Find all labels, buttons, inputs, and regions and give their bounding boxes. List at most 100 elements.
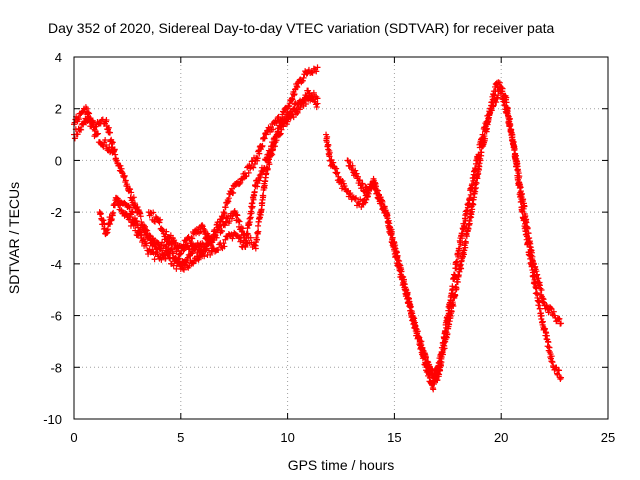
trace-marker [446, 318, 453, 325]
y-tick-label: 0 [55, 153, 62, 168]
trace-marker [373, 189, 380, 196]
trace-marker [247, 214, 254, 221]
x-tick-label: 10 [280, 430, 294, 445]
trace-marker [261, 165, 268, 172]
data-point [167, 240, 174, 247]
trace-marker [187, 240, 194, 247]
trace-marker [305, 87, 312, 94]
trace-marker [389, 234, 396, 241]
trace-marker [492, 87, 499, 94]
trace-marker [256, 150, 263, 157]
trace-marker [270, 126, 277, 133]
trace-marker [478, 149, 485, 156]
trace-marker [313, 68, 320, 75]
data-point [558, 320, 565, 327]
data-point [314, 95, 321, 102]
trace-marker [504, 105, 511, 112]
trace-marker [422, 353, 429, 360]
trace-marker [514, 166, 521, 173]
trace-marker [554, 370, 561, 377]
trace-marker [251, 188, 258, 195]
trace-marker [218, 228, 225, 235]
trace-marker [128, 189, 135, 196]
trace-marker [545, 339, 552, 346]
trace-marker [238, 234, 245, 241]
trace-marker [180, 247, 187, 254]
y-axis-label: SDTVAR / TECUs [6, 182, 22, 294]
series-sat-D [113, 87, 321, 270]
trace-marker [235, 217, 242, 224]
trace-marker [517, 193, 524, 200]
trace-marker [294, 109, 301, 116]
trace-marker [510, 139, 517, 146]
trace-marker [170, 262, 177, 269]
y-tick-label: 4 [55, 50, 62, 65]
data-point [109, 149, 116, 156]
grid [74, 57, 608, 419]
trace-marker [543, 302, 550, 309]
trace-marker [538, 310, 545, 317]
trace-marker [143, 240, 150, 247]
trace-marker [297, 104, 304, 111]
trace-marker [556, 315, 563, 322]
trace-marker [167, 246, 174, 253]
trace-marker [150, 209, 157, 216]
trace-marker [351, 195, 358, 202]
trace-marker [117, 207, 124, 214]
trace-marker [388, 228, 395, 235]
trace-marker [543, 330, 550, 337]
data-point [314, 100, 321, 107]
trace-marker [237, 179, 244, 186]
data-point [361, 188, 368, 195]
data-point [305, 92, 312, 99]
trace-marker [455, 272, 462, 279]
trace-marker [289, 96, 296, 103]
trace-marker [106, 129, 113, 136]
trace-marker [190, 247, 197, 254]
y-tick-label: -8 [50, 360, 62, 375]
trace-marker [489, 96, 496, 103]
trace-marker [543, 303, 550, 310]
trace-marker [110, 209, 117, 216]
data-point [519, 209, 526, 216]
trace-marker [126, 204, 133, 211]
trace-marker [117, 200, 124, 207]
trace-marker [132, 222, 139, 229]
trace-marker [548, 353, 555, 360]
trace-marker [75, 114, 82, 121]
trace-marker [236, 180, 243, 187]
trace-marker [198, 245, 205, 252]
trace-marker [349, 166, 356, 173]
trace-marker [75, 116, 82, 123]
trace-marker [507, 115, 514, 122]
trace-marker [536, 299, 543, 306]
trace-marker [102, 137, 109, 144]
trace-marker [158, 241, 165, 248]
trace-marker [452, 273, 459, 280]
trace-marker [547, 305, 554, 312]
data-point [103, 141, 110, 148]
trace-marker [230, 189, 237, 196]
trace-marker [236, 218, 243, 225]
trace-marker [249, 203, 256, 210]
trace-marker [149, 236, 156, 243]
trace-marker [458, 265, 465, 272]
trace-marker [208, 239, 215, 246]
trace-marker [491, 92, 498, 99]
trace-marker [254, 236, 261, 243]
trace-marker [352, 194, 359, 201]
trace-marker [94, 131, 101, 138]
trace-marker [170, 250, 177, 257]
trace-marker [229, 235, 236, 242]
trace-marker [425, 359, 432, 366]
series-sat-H [417, 79, 565, 384]
trace-marker [290, 114, 297, 121]
y-tick-label: -6 [50, 309, 62, 324]
trace-marker [339, 177, 346, 184]
y-tick-label: -10 [43, 412, 62, 427]
trace-marker [550, 308, 557, 315]
trace-marker [147, 233, 154, 240]
trace-marker [464, 207, 471, 214]
trace-marker [334, 169, 341, 176]
trace-marker [126, 214, 133, 221]
